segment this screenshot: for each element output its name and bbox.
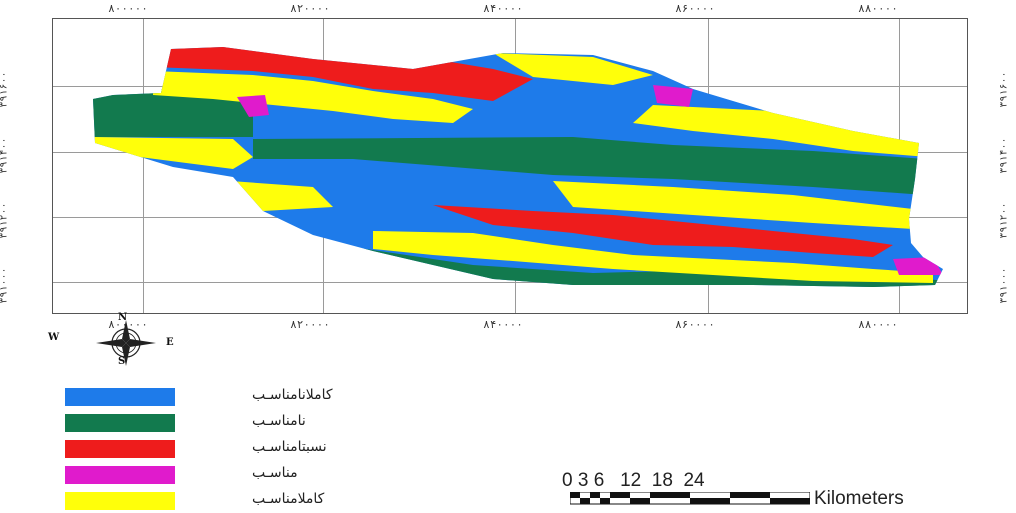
legend-label: مناسـب <box>252 465 298 481</box>
x-tick-label: ۸۸۰۰۰۰ <box>858 318 898 331</box>
compass-icon <box>96 320 156 366</box>
y-tick-label: ۳۹۱۶۰۰ <box>998 71 1010 108</box>
y-tick-label: ۳۹۱۶۰۰ <box>0 71 10 108</box>
legend-swatch <box>65 466 175 484</box>
legend-item: کاملانامناسـب <box>62 386 422 408</box>
legend-label: نسبتامناسـب <box>252 439 327 455</box>
zone-unsuitable <box>353 247 943 287</box>
legend-item: مناسـب <box>62 464 422 486</box>
compass-east: E <box>166 337 174 348</box>
x-tick-label: ۸۸۰۰۰۰ <box>858 2 898 15</box>
y-tick-label: ۳۹۱۲۰۰ <box>0 202 10 239</box>
x-tick-label: ۸۰۰۰۰۰ <box>108 2 148 15</box>
y-tick-label: ۳۹۱۰۰۰ <box>998 267 1010 304</box>
legend-item: نامناسـب <box>62 412 422 434</box>
scale-bar-graphic <box>570 492 810 505</box>
scale-bar: 0 3 6 12 18 24 Kilometers <box>562 470 992 510</box>
zone-relatively-suitable <box>433 205 893 257</box>
zone-suitable <box>237 95 269 117</box>
zone-very-suitable <box>373 231 933 283</box>
suitability-map <box>93 47 943 287</box>
zone-suitable <box>893 257 943 275</box>
x-tick-label: ۸۶۰۰۰۰ <box>675 318 715 331</box>
x-tick-label: ۸۴۰۰۰۰ <box>483 318 523 331</box>
y-tick-label: ۳۹۱۲۰۰ <box>998 202 1010 239</box>
legend-label: نامناسـب <box>252 413 306 429</box>
x-tick-label: ۸۲۰۰۰۰ <box>290 2 330 15</box>
legend-label: کاملانامناسـب <box>252 387 333 403</box>
legend-item: نسبتامناسـب <box>62 438 422 460</box>
x-tick-label: ۸۴۰۰۰۰ <box>483 2 523 15</box>
zone-very-suitable <box>93 137 253 169</box>
zone-suitable <box>653 85 693 107</box>
zone-unsuitable <box>93 89 253 137</box>
grid-line <box>53 282 967 283</box>
y-tick-label: ۳۹۱۴۰۰ <box>998 137 1010 174</box>
zone-very-suitable <box>633 105 943 159</box>
legend-label: کاملامناسـب <box>252 491 325 507</box>
y-tick-label: ۳۹۱۴۰۰ <box>0 137 10 174</box>
legend-swatch <box>65 440 175 458</box>
grid-line <box>143 19 144 313</box>
x-tick-label: ۸۰۰۰۰۰ <box>108 318 148 331</box>
zone-very-suitable <box>493 53 653 85</box>
legend-swatch <box>65 492 175 510</box>
map-frame <box>52 18 968 314</box>
compass-south: S <box>118 356 126 367</box>
legend-item: کاملامناسـب <box>62 490 422 512</box>
x-tick-label: ۸۶۰۰۰۰ <box>675 2 715 15</box>
y-tick-label: ۳۹۱۰۰۰ <box>0 267 10 304</box>
zone-very-suitable <box>553 181 913 229</box>
zone-unsuitable <box>253 137 943 197</box>
compass-north: N <box>118 312 128 323</box>
zone-relatively-suitable <box>153 47 533 101</box>
legend-swatch <box>65 388 175 406</box>
x-tick-label: ۸۲۰۰۰۰ <box>290 318 330 331</box>
compass-rose: N S E W <box>48 312 188 368</box>
compass-west: W <box>48 332 60 343</box>
legend-swatch <box>65 414 175 432</box>
scale-numbers: 0 3 6 12 18 24 <box>562 470 705 491</box>
zone-very-suitable <box>153 71 473 123</box>
scale-units: Kilometers <box>814 488 904 509</box>
